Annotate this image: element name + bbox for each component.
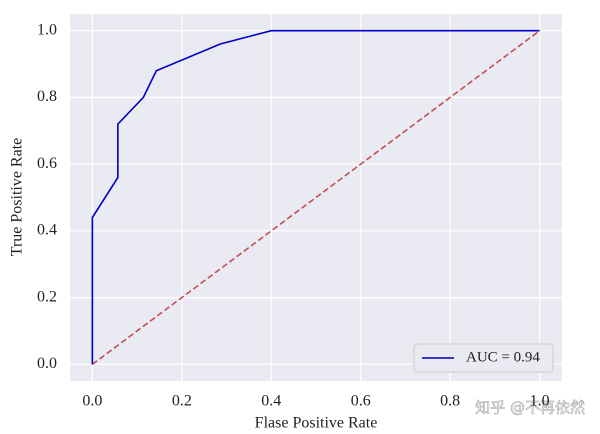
x-tick-label: 0.4 — [261, 393, 281, 410]
x-axis-label: Flase Positive Rate — [255, 415, 378, 432]
y-axis-label: True Positive Rate — [9, 138, 26, 257]
legend: AUC = 0.94 — [413, 343, 554, 373]
reference-line — [91, 30, 541, 365]
y-tick-label: 0.4 — [37, 222, 57, 239]
roc-line — [91, 29, 540, 365]
x-tick-label: 0.2 — [172, 393, 192, 410]
marks — [91, 29, 541, 365]
watermark: 知乎 @不再依然 — [475, 399, 585, 417]
x-tick-label: 0.6 — [351, 393, 371, 410]
legend-box — [413, 343, 554, 373]
y-tick-label: 1.0 — [37, 21, 57, 38]
y-tick-label: 0.8 — [37, 88, 57, 105]
y-tick-label: 0.0 — [37, 355, 57, 372]
grid — [70, 14, 562, 381]
y-tick-label: 0.6 — [37, 155, 57, 172]
y-tick-label: 0.2 — [37, 288, 57, 305]
legend-label: AUC = 0.94 — [466, 349, 540, 365]
x-tick-label: 0.0 — [82, 393, 102, 410]
x-tick-label: 1.0 — [530, 393, 550, 410]
x-tick-label: 0.8 — [440, 393, 460, 410]
